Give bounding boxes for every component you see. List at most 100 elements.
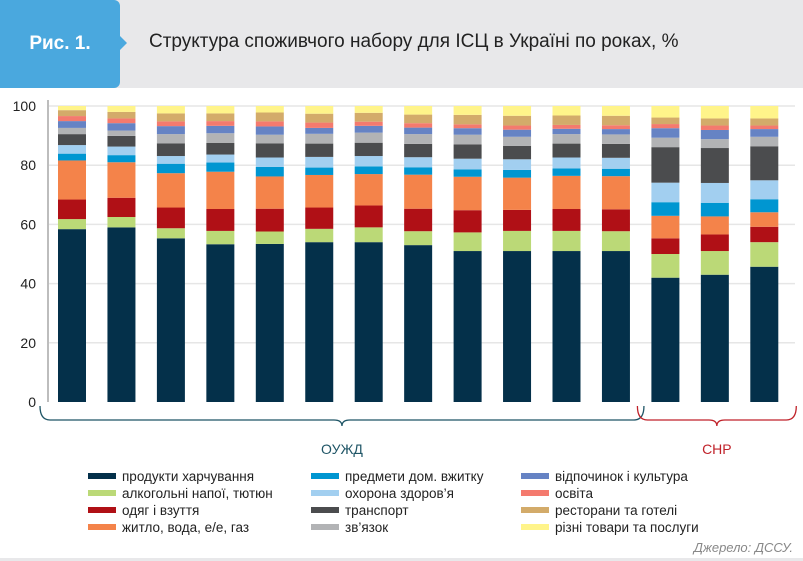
y-tick-label: 60 (20, 216, 36, 232)
bar-segment (107, 135, 136, 147)
legend-swatch (521, 490, 549, 497)
bar-segment (601, 115, 630, 126)
bar-segment (58, 116, 86, 122)
bar-segment (305, 106, 334, 114)
bar-segment (255, 112, 284, 122)
bar-segment (601, 231, 630, 252)
bar-segment (503, 129, 532, 137)
bar-segment (404, 208, 433, 232)
bar-segment (700, 182, 729, 203)
bar-segment (453, 251, 482, 402)
bar-segment (700, 148, 729, 183)
bar-segment (651, 254, 680, 278)
bar-segment (255, 126, 284, 135)
bar-segment (305, 127, 334, 134)
legend-item: одяг і взуття (88, 503, 199, 519)
bar-segment (552, 251, 581, 402)
bar-segment (601, 125, 630, 130)
legend-label: одяг і взуття (122, 503, 200, 518)
legend-swatch (88, 524, 116, 531)
bar-segment (206, 230, 235, 245)
legend-label: житло, вода, е/е, газ (122, 520, 250, 535)
legend-label: відпочинок і культура (555, 469, 688, 484)
bar-segment (58, 199, 86, 220)
bar-segment (453, 124, 482, 129)
legend-item: охорона здоров’я (311, 486, 454, 502)
bar-segment (651, 277, 680, 402)
bar-segment (354, 112, 383, 122)
bar-segment (206, 244, 235, 402)
legend-label: транспорт (345, 503, 409, 518)
bar-segment (651, 137, 680, 148)
bar-segment (750, 226, 779, 243)
bar-segment (503, 106, 532, 116)
bar-segment (58, 106, 86, 111)
bar-segment (750, 199, 779, 213)
bar-segment (503, 230, 532, 252)
bar-segment (305, 156, 334, 168)
bar-segment (305, 228, 334, 243)
bar-segment (552, 115, 581, 125)
bar-segment (58, 160, 86, 200)
bar-segment (750, 129, 779, 137)
figure-header: Рис. 1. Структура споживчого набору для … (0, 0, 803, 88)
bar-segment (601, 143, 630, 158)
bar-segment (305, 242, 334, 402)
bar-segment (750, 106, 779, 119)
legend-swatch (521, 507, 549, 514)
group-bracket (636, 405, 797, 427)
bar-segment (651, 124, 680, 129)
bar-segment (206, 106, 235, 114)
bar-segment (58, 127, 86, 135)
bar-segment (503, 209, 532, 231)
group-label: ОУЖД (321, 441, 363, 457)
bar-segment (651, 128, 680, 138)
bar-segment (453, 106, 482, 115)
bar-segment (552, 143, 581, 158)
bar-segment (107, 123, 136, 131)
bar-segment (601, 168, 630, 177)
bar-segment (601, 251, 630, 402)
bar-segment (601, 134, 630, 144)
bar-segment (107, 118, 136, 124)
bar-segment (503, 115, 532, 126)
bar-segment (255, 243, 284, 402)
bar-segment (107, 111, 136, 119)
bar-segment (750, 266, 779, 402)
bar-segment (107, 162, 136, 198)
bar-segment (156, 228, 185, 239)
legend-label: алкогольні напої, тютюн (122, 486, 273, 501)
bar-segment (156, 173, 185, 208)
bar-segment (58, 229, 86, 402)
legend-swatch (88, 473, 116, 480)
bar-segment (404, 231, 433, 246)
bar-segment (750, 125, 779, 130)
source-note: Джерело: ДССУ. (693, 540, 793, 555)
stacked-bar-chart: 0 20 40 60 80 100 ОУЖД СНР (13, 98, 797, 457)
bar-segment (601, 157, 630, 169)
bar-segment (255, 106, 284, 113)
bar-segment (651, 202, 680, 216)
bar-segment (453, 176, 482, 211)
legend-item: продукти харчування (88, 469, 254, 485)
bar-segment (107, 106, 136, 112)
bar-segment (354, 174, 383, 206)
bar-segment (305, 174, 334, 208)
legend-swatch (311, 490, 339, 497)
legend-label: зв’язок (345, 520, 389, 535)
bar-segment (453, 232, 482, 252)
bar-segment (206, 113, 235, 122)
legend-item: житло, вода, е/е, газ (88, 520, 249, 536)
bar-segment (503, 251, 532, 402)
bar-segment (354, 125, 383, 133)
bar-segment (156, 134, 185, 144)
bar-segment (700, 139, 729, 149)
bar-segment (354, 132, 383, 143)
bar-segment (206, 209, 235, 231)
bar-segment (354, 242, 383, 402)
bar-segment (750, 146, 779, 181)
bar-segment (354, 121, 383, 126)
bar-segment (305, 133, 334, 144)
bottom-divider (0, 558, 803, 561)
bar-segment (58, 121, 86, 128)
